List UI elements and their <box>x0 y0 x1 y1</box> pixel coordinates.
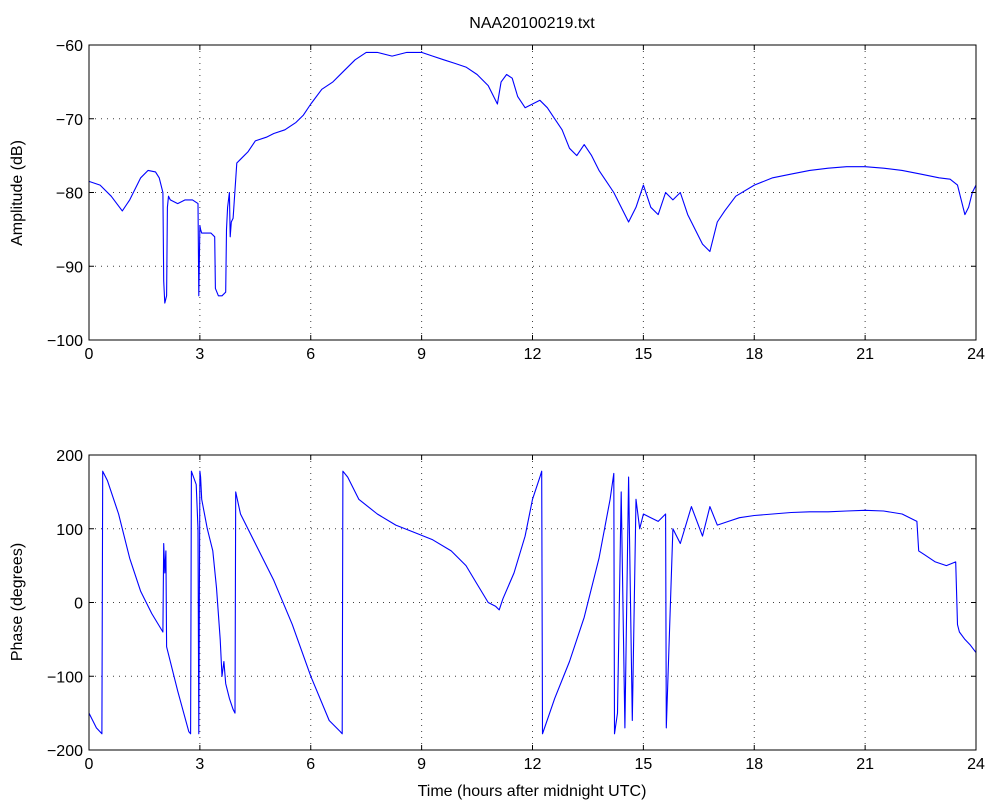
y-tick-label: −90 <box>56 259 83 276</box>
x-tick-label: 18 <box>745 346 763 363</box>
y-tick-label: 100 <box>56 522 83 539</box>
x-tick-label: 15 <box>634 346 652 363</box>
y-tick-label: −200 <box>47 743 83 760</box>
x-tick-label: 9 <box>417 346 426 363</box>
x-tick-label: 3 <box>195 346 204 363</box>
x-tick-label: 3 <box>195 756 204 773</box>
x-tick-label: 12 <box>524 346 542 363</box>
y-tick-label: −70 <box>56 112 83 129</box>
data-line-0 <box>88 51 977 304</box>
x-tick-label: 0 <box>85 756 94 773</box>
x-tick-label: 6 <box>306 756 315 773</box>
y-tick-label: 0 <box>74 596 83 613</box>
y-tick-label: −100 <box>47 669 83 686</box>
x-tick-label: 21 <box>856 346 874 363</box>
y-tick-label: 200 <box>56 448 83 465</box>
x-axis-label: Time (hours after midnight UTC) <box>418 783 647 800</box>
y-axis-label-amplitude: Amplitude (dB) <box>9 140 26 246</box>
phase-panel: 0 3 6 9 12 15 18 21 24 −200 −100 0 100 200 <box>47 448 985 773</box>
x-tick-label: 0 <box>85 346 94 363</box>
x-tick-label: 9 <box>417 756 426 773</box>
x-tick-label: 24 <box>967 756 985 773</box>
y-axis-label-phase: Phase (degrees) <box>9 543 26 661</box>
y-tick-label: −100 <box>47 333 83 350</box>
amplitude-panel: 0 3 6 9 12 15 18 21 24 −100 −90 −80 −70 −60 <box>47 38 985 363</box>
y-tick-label: −80 <box>56 186 83 203</box>
y-tick-label: −60 <box>56 38 83 55</box>
data-line-0 <box>88 470 977 735</box>
x-tick-label: 18 <box>745 756 763 773</box>
x-tick-label: 21 <box>856 756 874 773</box>
x-tick-label: 6 <box>306 346 315 363</box>
x-tick-label: 24 <box>967 346 985 363</box>
figure-title: NAA20100219.txt <box>469 15 595 32</box>
x-tick-label: 15 <box>634 756 652 773</box>
x-tick-label: 12 <box>524 756 542 773</box>
